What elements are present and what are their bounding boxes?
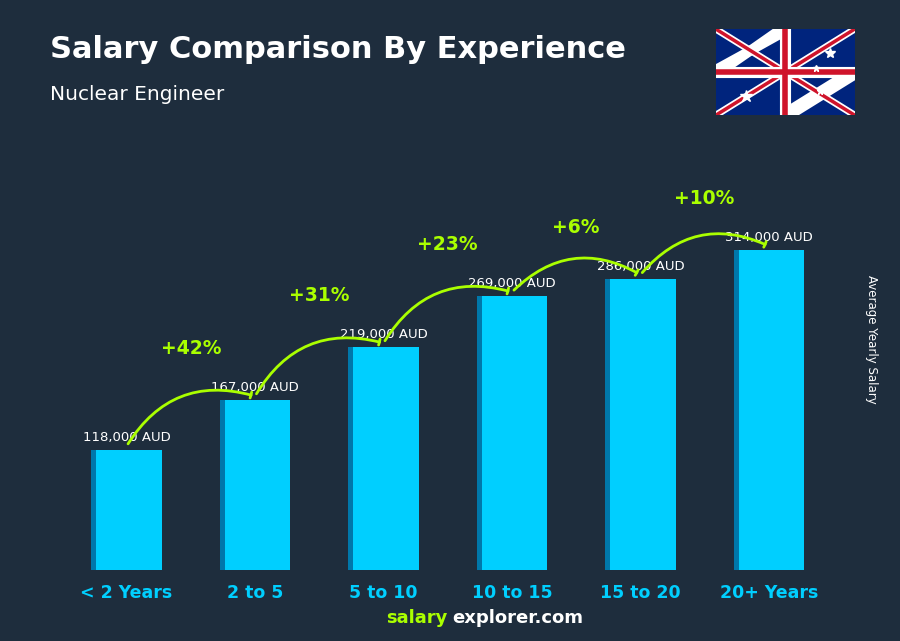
Bar	[605, 279, 676, 570]
Text: 314,000 AUD: 314,000 AUD	[725, 231, 813, 244]
Bar	[348, 347, 353, 570]
Text: explorer.com: explorer.com	[453, 609, 584, 627]
Text: +10%: +10%	[674, 189, 735, 208]
Bar	[477, 296, 547, 570]
Text: 286,000 AUD: 286,000 AUD	[597, 260, 684, 273]
Bar	[220, 400, 291, 570]
Text: +6%: +6%	[553, 218, 600, 237]
Text: 118,000 AUD: 118,000 AUD	[83, 431, 170, 444]
Bar	[734, 250, 805, 570]
Text: salary: salary	[386, 609, 447, 627]
Text: +42%: +42%	[160, 339, 221, 358]
Text: +31%: +31%	[289, 287, 349, 305]
Text: +23%: +23%	[418, 235, 478, 254]
Bar	[91, 450, 96, 570]
Text: 219,000 AUD: 219,000 AUD	[339, 328, 428, 341]
Text: Salary Comparison By Experience: Salary Comparison By Experience	[50, 35, 625, 64]
Text: 269,000 AUD: 269,000 AUD	[468, 277, 556, 290]
Bar	[605, 279, 610, 570]
Bar	[734, 250, 739, 570]
Text: Nuclear Engineer: Nuclear Engineer	[50, 85, 224, 104]
Bar	[91, 450, 162, 570]
Text: Average Yearly Salary: Average Yearly Salary	[865, 276, 878, 404]
Text: 167,000 AUD: 167,000 AUD	[212, 381, 299, 394]
Bar	[348, 347, 418, 570]
Bar	[477, 296, 482, 570]
Bar	[220, 400, 225, 570]
